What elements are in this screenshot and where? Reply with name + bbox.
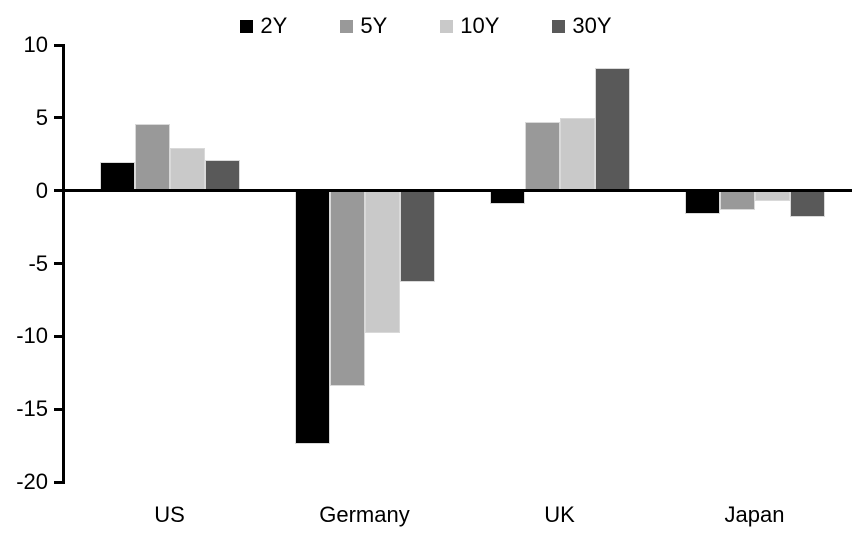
bar-us-5y: [134, 123, 170, 191]
y-axis-tick-label--5: -5: [28, 250, 48, 276]
bar-japan-30y: [789, 190, 825, 217]
y-axis-tick--5: [54, 262, 63, 266]
legend-swatch-icon-30y: [552, 19, 566, 33]
y-axis-tick-5: [54, 116, 63, 120]
bar-uk-2y: [489, 190, 525, 204]
bar-germany-2y: [294, 190, 330, 445]
bar-uk-5y: [524, 122, 560, 191]
legend-swatch-icon-5y: [340, 19, 354, 33]
legend-label-5y: 5Y: [360, 13, 388, 38]
y-axis-tick-0: [54, 189, 63, 193]
legend-item-5y: 5Y: [340, 13, 387, 39]
x-axis-label-germany: Germany: [319, 502, 410, 527]
bar-japan-5y: [719, 190, 755, 210]
bar-japan-2y: [684, 190, 720, 214]
y-axis-tick--20: [54, 480, 63, 484]
bar-uk-30y: [594, 68, 630, 191]
bar-germany-10y: [364, 190, 400, 334]
bar-japan-10y: [754, 190, 790, 201]
x-axis-label-japan: Japan: [724, 502, 785, 527]
y-axis-tick-label--15: -15: [16, 396, 48, 422]
x-axis-label-us: US: [154, 502, 185, 527]
bar-us-10y: [169, 148, 205, 191]
bar-us-2y: [99, 161, 135, 191]
y-axis-tick-10: [54, 43, 63, 47]
legend-item-2y: 2Y: [240, 13, 287, 39]
legend-label-30y: 30Y: [572, 13, 612, 38]
bar-uk-10y: [559, 117, 595, 191]
legend-label-2y: 2Y: [260, 13, 288, 38]
y-axis-tick--10: [54, 334, 63, 338]
x-axis-label-uk: UK: [544, 502, 575, 527]
bar-germany-5y: [329, 190, 365, 386]
y-axis-tick-label--20: -20: [16, 469, 48, 495]
legend: 2Y 5Y 10Y 30Y: [0, 13, 852, 39]
legend-item-10y: 10Y: [440, 13, 499, 39]
bar-us-30y: [204, 160, 240, 191]
legend-label-10y: 10Y: [460, 13, 500, 38]
legend-swatch-icon-2y: [240, 19, 254, 33]
y-axis-tick-label-0: 0: [35, 177, 48, 203]
y-axis-tick-label-10: 10: [23, 32, 48, 58]
bar-germany-30y: [399, 190, 435, 283]
legend-item-30y: 30Y: [552, 13, 612, 39]
y-axis-tick-label-5: 5: [35, 104, 48, 130]
y-axis-line: [62, 43, 65, 484]
legend-swatch-icon-10y: [440, 19, 454, 33]
y-axis-tick--15: [54, 407, 63, 411]
y-axis-tick-label--10: -10: [16, 323, 48, 349]
zero-line: [62, 189, 852, 193]
